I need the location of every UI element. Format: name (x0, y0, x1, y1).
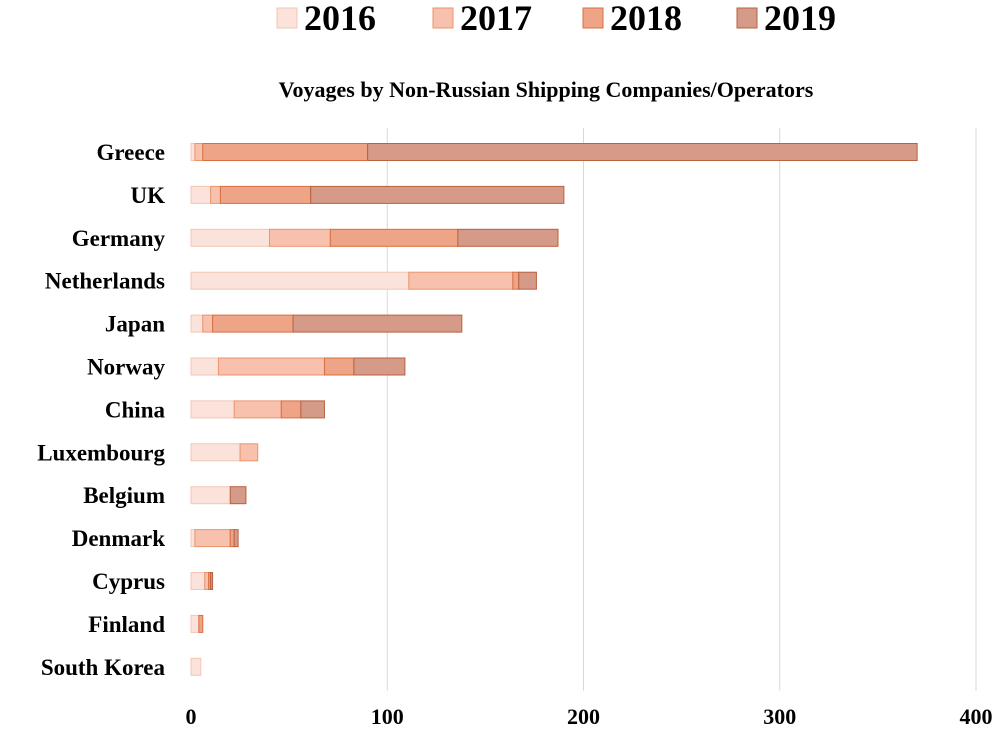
category-label: Netherlands (45, 269, 165, 294)
legend-swatch-2017 (432, 7, 454, 29)
category-label: Luxembourg (37, 440, 165, 465)
bar-uk-2016 (190, 185, 212, 204)
category-labels: Greece UK Germany Netherlands Japan Norway Chi… (37, 140, 165, 680)
bar-uk-2019 (310, 185, 565, 204)
x-tick-label: 200 (567, 704, 600, 729)
bar-south-korea-2016 (190, 657, 202, 676)
category-label: Cyprus (92, 569, 165, 594)
bar-netherlands-2016 (190, 271, 410, 290)
bar-luxembourg-2016 (190, 443, 241, 462)
category-label: Norway (87, 355, 165, 380)
category-label: China (105, 397, 166, 422)
bar-denmark-2018 (229, 529, 235, 548)
legend-swatch-2019 (736, 7, 758, 29)
bars (190, 143, 918, 676)
x-axis-tick-labels: 0 100 200 300 400 (186, 704, 993, 729)
legend-swatch-2018 (582, 7, 604, 29)
bar-norway-2019 (353, 357, 406, 376)
bar-greece-2017 (194, 143, 204, 161)
bar-germany-2016 (190, 228, 270, 247)
category-label: Finland (88, 612, 165, 637)
bar-greece-2016 (190, 143, 196, 161)
category-label: South Korea (41, 655, 166, 680)
chart-legend: 2016 2017 2018 2019 (276, 0, 836, 38)
bar-cyprus-2016 (190, 572, 206, 590)
bar-cyprus-2017 (204, 572, 210, 590)
legend-label-2017: 2017 (460, 0, 532, 38)
bar-greece-2019 (367, 143, 918, 161)
category-label: Belgium (83, 483, 165, 508)
bar-finland-2018 (198, 614, 204, 633)
bar-china-2019 (300, 400, 325, 419)
bar-norway-2017 (217, 357, 325, 376)
bar-germany-2018 (329, 228, 459, 247)
bar-germany-2017 (269, 228, 331, 247)
bar-finland-2016 (190, 614, 200, 633)
bar-luxembourg-2017 (239, 443, 259, 462)
bar-china-2018 (280, 400, 302, 419)
bar-japan-2019 (292, 314, 463, 333)
bar-netherlands-2018 (512, 271, 520, 290)
chart-title: Voyages by Non-Russian Shipping Companie… (279, 77, 814, 102)
bar-norway-2016 (190, 357, 219, 376)
gridlines (386, 128, 977, 691)
category-label: Germany (72, 226, 166, 251)
bar-uk-2017 (210, 185, 221, 204)
bar-netherlands-2019 (518, 271, 537, 290)
bar-denmark-2016 (190, 529, 196, 548)
x-tick-label: 100 (371, 704, 404, 729)
bar-china-2016 (190, 400, 235, 419)
bar-japan-2016 (190, 314, 204, 333)
legend-label-2016: 2016 (304, 0, 376, 38)
bar-belgium-2016 (190, 486, 231, 505)
bar-denmark-2017 (194, 529, 231, 548)
bar-china-2017 (233, 400, 282, 419)
category-label: Greece (96, 140, 165, 165)
category-label: Denmark (72, 526, 165, 551)
category-label: UK (131, 183, 166, 208)
bar-netherlands-2017 (408, 271, 514, 290)
bar-uk-2018 (219, 185, 312, 204)
bar-norway-2018 (323, 357, 355, 376)
x-tick-label: 400 (960, 704, 993, 729)
bar-germany-2019 (457, 228, 559, 247)
bar-japan-2018 (212, 314, 294, 333)
legend-swatch-2016 (276, 7, 298, 29)
x-tick-label: 0 (186, 704, 197, 729)
legend-label-2019: 2019 (764, 0, 836, 38)
bar-cyprus-2019 (210, 572, 214, 590)
x-tick-label: 300 (763, 704, 796, 729)
bar-belgium-2019 (229, 486, 247, 505)
legend-label-2018: 2018 (610, 0, 682, 38)
category-label: Japan (105, 312, 165, 337)
bar-japan-2017 (202, 314, 214, 333)
bar-greece-2018 (202, 143, 369, 161)
bar-denmark-2019 (233, 529, 239, 548)
